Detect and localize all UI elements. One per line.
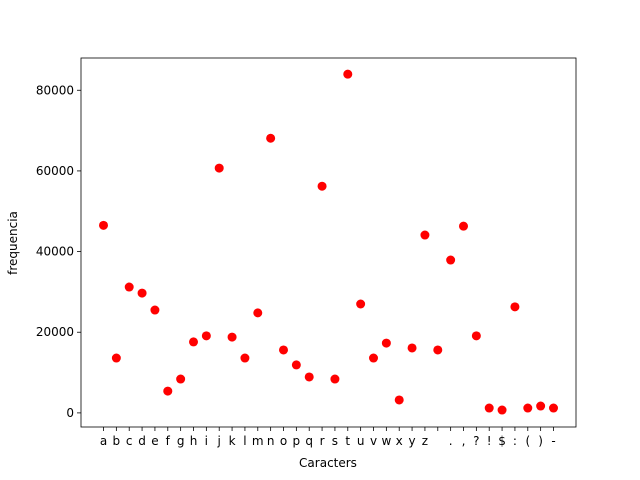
point [471,331,481,341]
point [381,338,391,348]
x-tick-label: c [126,434,133,448]
x-tick-label: g [177,434,185,448]
x-tick-label: ) [538,434,543,448]
x-tick-label: l [243,434,246,448]
x-tick-label: a [100,434,107,448]
point [137,288,147,298]
point [189,337,198,347]
x-tick-label: : [513,434,517,448]
x-tick-label: ( [525,434,530,448]
x-tick-label: v [370,434,377,448]
point [407,343,417,353]
point [330,374,340,384]
point [253,308,263,318]
point [536,401,546,411]
point [176,374,186,384]
x-tick-label: z [422,434,428,448]
x-tick-label: s [332,434,338,448]
x-tick-label: - [551,434,555,448]
point [214,163,224,173]
point [420,230,430,240]
point [497,405,507,415]
point [394,395,404,405]
x-tick-label: w [381,434,391,448]
point [369,353,378,363]
x-axis-label: Caracters [299,456,357,470]
point [227,332,237,342]
point [266,133,276,143]
point [523,403,533,413]
point [484,403,494,413]
x-tick-label: p [293,434,301,448]
point [510,302,520,312]
point [99,220,108,230]
x-tick-label: j [217,434,221,448]
x-tick-label: b [113,434,121,448]
y-tick-label: 0 [66,406,74,420]
point [291,360,301,370]
point [343,69,353,79]
x-tick-label: t [345,434,350,448]
x-tick-label: ? [473,434,479,448]
point [459,221,468,231]
y-tick-label: 40000 [36,245,74,259]
point [111,353,121,363]
point [356,299,366,309]
x-tick-label: u [357,434,365,448]
point [279,345,288,355]
point [317,181,327,191]
x-tick-label: e [151,434,158,448]
point [446,255,456,265]
x-tick-label: k [229,434,236,448]
point [433,345,443,355]
x-tick-label: , [462,434,466,448]
point [240,353,250,363]
x-tick-label: d [138,434,146,448]
point [150,305,160,315]
x-tick-label: y [409,434,416,448]
x-tick-label: $ [498,434,506,448]
x-tick-label: i [205,434,208,448]
x-tick-label: x [396,434,403,448]
x-tick-label: . [449,434,453,448]
x-tick-label: h [190,434,198,448]
point [124,282,134,292]
y-tick-label: 20000 [36,325,74,339]
x-tick-label: n [267,434,275,448]
x-tick-label: m [252,434,264,448]
point [549,403,558,413]
x-tick-label: r [320,434,325,448]
x-tick-label: o [280,434,287,448]
plot-frame [80,57,577,428]
point [201,331,211,341]
point [163,386,173,396]
y-tick-label: 60000 [36,164,74,178]
y-tick-label: 80000 [36,83,74,97]
x-tick-label: ! [487,434,492,448]
point [304,372,314,382]
x-tick-label: f [166,434,171,448]
y-axis-label: frequencia [6,211,20,275]
x-tick-label: q [305,434,313,448]
